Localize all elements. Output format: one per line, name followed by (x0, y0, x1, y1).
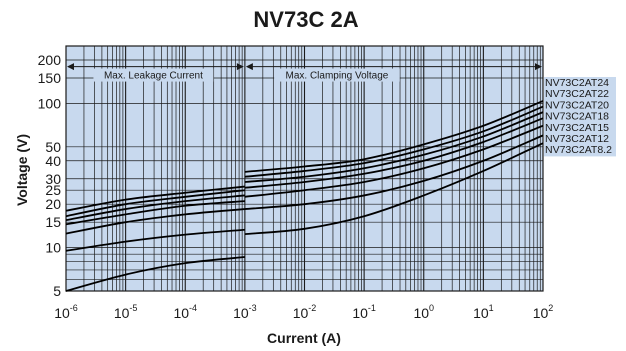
series-label-nv73c2at20: NV73C2AT20 (545, 99, 609, 111)
grid (66, 46, 543, 291)
region-arrow-head-left (245, 63, 253, 71)
region-label-bg (93, 68, 214, 82)
x-tick-label: 100 (413, 303, 434, 321)
series-label-nv73c2at8-2: NV73C2AT8.2 (545, 144, 612, 156)
y-tick-label: 40 (45, 153, 61, 169)
series-nv73c2at15-leakage (65, 208, 245, 235)
series-nv73c2at8-2-leakage (65, 256, 245, 292)
x-tick-label: 10-1 (352, 303, 376, 321)
series-label-group: NV73C2AT24NV73C2AT22NV73C2AT20NV73C2AT18… (544, 77, 616, 157)
region-markers: Max. Leakage Current Max. Clamping Voltag… (67, 63, 542, 82)
y-tick-label: 50 (45, 139, 61, 155)
x-axis-label: Current (A) (267, 330, 341, 346)
series-nv73c2at22-clamping (244, 105, 544, 178)
series-nv73c2at20-leakage (65, 194, 245, 222)
series-nv73c2at24-leakage (65, 185, 245, 212)
x-tick-label: 10-5 (114, 303, 138, 321)
series-label-nv73c2at18: NV73C2AT18 (545, 111, 609, 123)
y-tick-label: 200 (38, 52, 62, 68)
x-tick-label: 10-3 (233, 303, 257, 321)
region-label: Max. Leakage Current (104, 71, 203, 82)
y-tick-label: 10 (45, 240, 61, 256)
region-label-bg (274, 68, 400, 82)
chart-title: NV73C 2A (253, 7, 358, 32)
region-arrow-head-left (67, 63, 74, 71)
y-tick-label: 100 (38, 95, 62, 111)
series-label-background (544, 77, 616, 157)
series-nv73c2at18-leakage (65, 200, 245, 226)
x-tick-label: 102 (533, 303, 554, 321)
x-tick-labels: 10-6 10-5 10-4 10-3 10-2 10-1 100 101 102 (54, 303, 553, 321)
region-clamping: Max. Clamping Voltage (245, 63, 542, 82)
series-label-nv73c2at15: NV73C2AT15 (545, 122, 609, 134)
series-nv73c2at18-clamping (244, 117, 544, 189)
series-nv73c2at8-2-clamping (244, 142, 544, 236)
series-nv73c2at24-clamping (244, 100, 544, 173)
series-label-nv73c2at24: NV73C2AT24 (545, 77, 609, 89)
series-label-nv73c2at22: NV73C2AT22 (545, 88, 609, 100)
x-tick-label: 10-4 (173, 303, 197, 321)
series-nv73c2at20-clamping (244, 111, 544, 183)
x-tick-label: 10-2 (293, 303, 317, 321)
series-nv73c2at15-clamping (244, 124, 544, 198)
y-tick-label: 150 (38, 70, 62, 86)
region-leakage: Max. Leakage Current (67, 63, 244, 82)
series-nv73c2at22-leakage (65, 189, 245, 218)
region-label: Max. Clamping Voltage (286, 71, 389, 82)
y-tick-label: 15 (45, 214, 61, 230)
y-tick-label: 20 (45, 196, 61, 212)
y-tick-label: 5 (53, 283, 61, 299)
y-tick-label: 30 (45, 171, 61, 187)
y-axis-label: Voltage (V) (14, 134, 30, 206)
y-tick-label: 25 (45, 182, 61, 198)
region-arrow-head-right (535, 63, 542, 71)
series-label-nv73c2at12: NV73C2AT12 (545, 133, 609, 145)
x-tick-label: 10-6 (54, 303, 78, 321)
region-arrow-head-right (236, 63, 244, 71)
series-nv73c2at12-leakage (65, 228, 245, 252)
x-tick-label: 101 (473, 303, 494, 321)
series-nv73c2at12-clamping (244, 134, 544, 210)
series-lines (65, 100, 544, 292)
